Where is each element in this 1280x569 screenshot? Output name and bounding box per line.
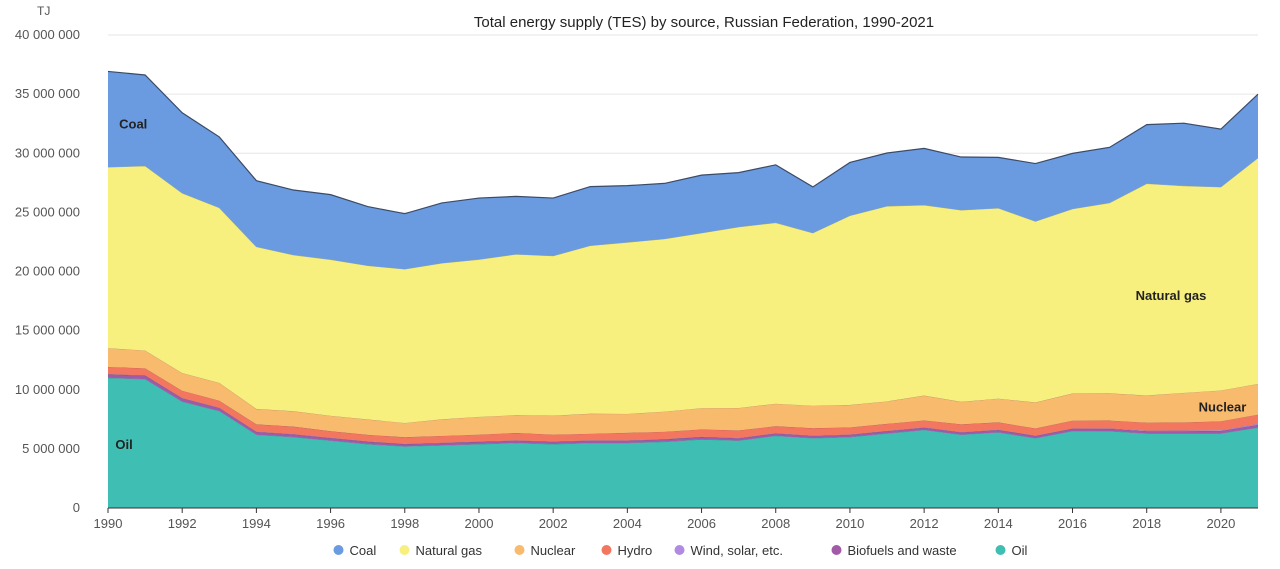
area-series-group [107, 70, 1259, 508]
y-tick-label: 30 000 000 [15, 145, 80, 160]
area-hydro [108, 367, 1258, 444]
x-tick-label: 2016 [1058, 516, 1087, 531]
x-tick-label: 2020 [1206, 516, 1235, 531]
x-tick-label: 1996 [316, 516, 345, 531]
x-tick-label: 1998 [390, 516, 419, 531]
area-edge-coal [107, 70, 1259, 215]
legend-swatch [831, 545, 842, 555]
legend-item-coal: Coal [333, 543, 377, 558]
legend-label: Wind, solar, etc. [691, 543, 783, 558]
y-tick-label: 40 000 000 [15, 27, 80, 42]
x-tick-label: 2000 [465, 516, 494, 531]
legend-swatch [333, 545, 344, 555]
legend-label: Natural gas [416, 543, 483, 558]
area-nuclear [108, 348, 1258, 438]
area-label-coal: Coal [119, 117, 147, 132]
legend-swatch [399, 545, 410, 555]
legend-item-nuclear: Nuclear [514, 543, 576, 558]
x-tick-label: 2008 [761, 516, 790, 531]
legend-item-oil: Oil [995, 543, 1028, 558]
legend-swatch [674, 545, 685, 555]
y-tick-label: 0 [73, 500, 80, 515]
legend-label: Biofuels and waste [848, 543, 957, 558]
x-tick-label: 2002 [539, 516, 568, 531]
x-tick-label: 1994 [242, 516, 271, 531]
area-label-oil: Oil [115, 437, 132, 452]
area-annotations: Coal Natural gas Nuclear Oil [115, 117, 1246, 452]
legend-swatch [995, 545, 1006, 555]
x-tick-label: 2012 [910, 516, 939, 531]
area-label-natural-gas: Natural gas [1136, 288, 1207, 303]
y-tick-label: 10 000 000 [15, 382, 80, 397]
chart-title: Total energy supply (TES) by source, Rus… [474, 14, 934, 31]
legend-item-wind-solar-etc: Wind, solar, etc. [674, 543, 783, 558]
legend-item-natural-gas: Natural gas [399, 543, 483, 558]
x-tick-label: 2018 [1132, 516, 1161, 531]
y-tick-label: 20 000 000 [15, 264, 80, 279]
x-tick-label: 1992 [168, 516, 197, 531]
y-tick-label: 35 000 000 [15, 86, 80, 101]
legend-swatch [514, 545, 525, 555]
y-unit-label: TJ [37, 4, 50, 18]
area-label-nuclear: Nuclear [1199, 399, 1247, 414]
y-tick-label: 15 000 000 [15, 323, 80, 338]
y-axis: 0 5 000 000 10 000 000 15 000 000 20 000 000… [15, 27, 80, 515]
legend-item-hydro: Hydro [601, 543, 653, 558]
area-oil [108, 377, 1258, 508]
legend-label: Coal [350, 543, 377, 558]
legend-label: Nuclear [531, 543, 576, 558]
x-axis: 1990 1992 1994 1996 1998 2000 2002 2004 2006 2008… [94, 507, 1258, 531]
legend-swatch [601, 545, 612, 555]
x-tick-label: 2004 [613, 516, 642, 531]
y-tick-label: 25 000 000 [15, 204, 80, 219]
x-tick-label: 2006 [687, 516, 716, 531]
legend-label: Hydro [618, 543, 653, 558]
x-tick-label: 2014 [984, 516, 1013, 531]
x-tick-label: 2010 [835, 516, 864, 531]
legend-item-biofuels-and-waste: Biofuels and waste [831, 543, 957, 558]
area-coal [108, 71, 1258, 270]
x-tick-label: 1990 [94, 516, 123, 531]
legend: Coal Natural gas Nuclear Hydro Wind, solar, … [333, 543, 1028, 558]
legend-label: Oil [1012, 543, 1028, 558]
area-natural-gas [108, 157, 1258, 423]
y-tick-label: 5 000 000 [22, 441, 80, 456]
